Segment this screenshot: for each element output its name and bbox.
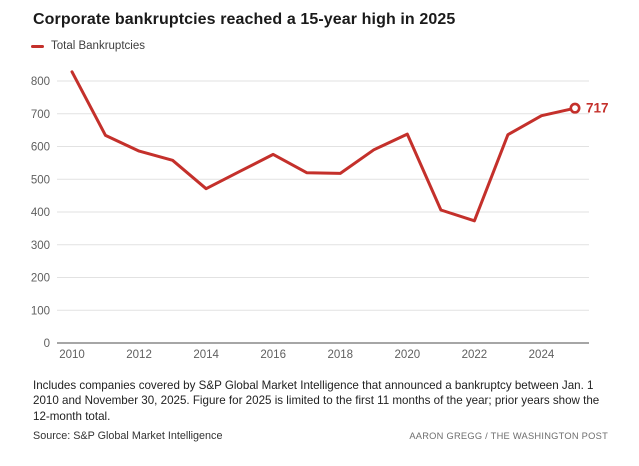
x-tick-label: 2014 xyxy=(193,349,219,361)
end-value-label: 717 xyxy=(586,101,609,116)
y-tick-label: 500 xyxy=(31,174,50,186)
x-axis-labels: 2010 2012 2014 2016 2018 2020 2022 2024 xyxy=(59,349,555,361)
legend: Total Bankruptcies xyxy=(31,40,145,52)
chart-notes: Includes companies covered by S&P Global… xyxy=(33,379,600,423)
y-tick-label: 200 xyxy=(31,273,50,285)
end-point-marker xyxy=(569,102,581,114)
x-tick-label: 2022 xyxy=(462,349,488,361)
source-row: Source: S&P Global Market Intelligence A… xyxy=(33,430,608,442)
y-tick-label: 400 xyxy=(31,207,50,219)
total-bankruptcies-line xyxy=(70,70,577,223)
chart-area: 0 100 200 300 400 500 600 700 800 2010 2012 2014 201… xyxy=(0,60,639,366)
x-tick-label: 2024 xyxy=(529,349,555,361)
y-tick-label: 700 xyxy=(31,109,50,121)
x-tick-label: 2020 xyxy=(395,349,421,361)
x-tick-label: 2016 xyxy=(260,349,286,361)
y-axis-labels: 0 100 200 300 400 500 600 700 800 xyxy=(31,76,50,350)
y-tick-label: 800 xyxy=(31,76,50,88)
byline-credit: AARON GREGG / THE WASHINGTON POST xyxy=(409,431,608,441)
source-text: Source: S&P Global Market Intelligence xyxy=(33,430,223,442)
y-tick-label: 300 xyxy=(31,240,50,252)
x-tick-label: 2010 xyxy=(59,349,85,361)
gridlines xyxy=(57,80,589,344)
chart-title: Corporate bankruptcies reached a 15-year… xyxy=(33,11,456,28)
y-tick-label: 0 xyxy=(44,338,50,350)
x-tick-label: 2012 xyxy=(126,349,152,361)
legend-item-label: Total Bankruptcies xyxy=(51,40,145,52)
y-tick-label: 100 xyxy=(31,305,50,317)
legend-line-swatch xyxy=(31,44,44,48)
y-tick-label: 600 xyxy=(31,142,50,154)
x-tick-label: 2018 xyxy=(327,349,353,361)
